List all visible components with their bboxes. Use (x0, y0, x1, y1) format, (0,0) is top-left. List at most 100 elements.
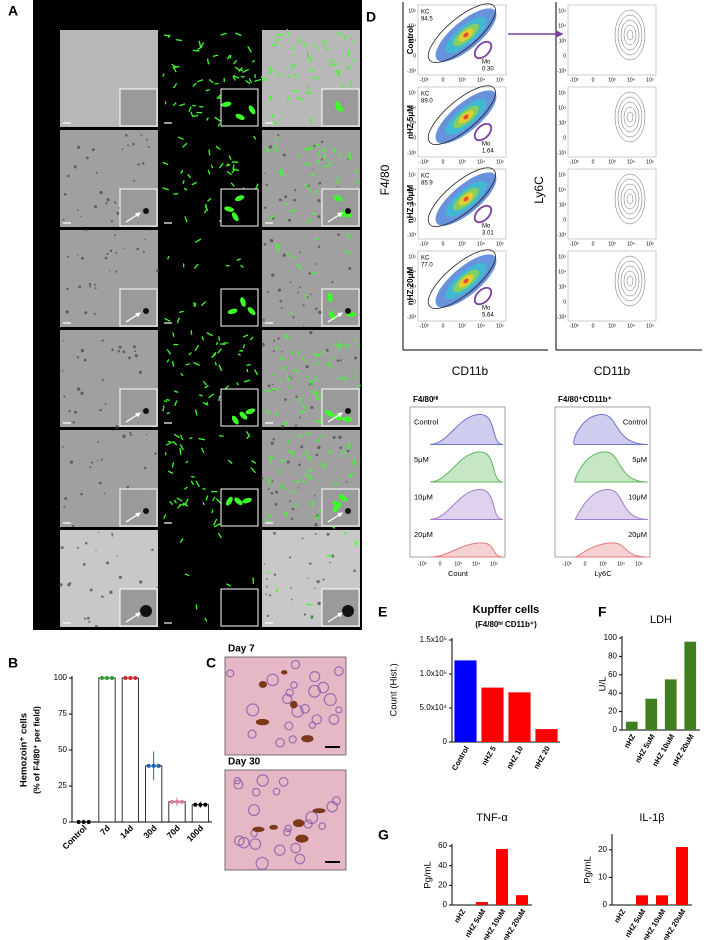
hemozoin-spot (277, 288, 282, 292)
hemozoin-spot (307, 577, 309, 579)
kupffer-cell (304, 183, 308, 187)
bar (508, 692, 531, 742)
kupffer-cell (275, 37, 280, 44)
hemozoin-spot (279, 299, 282, 303)
kupffer-cell (179, 443, 184, 451)
pigment (295, 834, 309, 843)
gate-value: 89.0 (421, 99, 433, 105)
hemozoin-spot (156, 586, 158, 588)
tick-label: 10⁴ (558, 105, 566, 111)
tick-label: -10³ (420, 159, 429, 165)
inset (119, 88, 158, 127)
data-point (86, 820, 91, 824)
kupffer-cell (187, 173, 191, 179)
data-point (76, 820, 81, 824)
histogram-title: F4/80ᴴⁱ (413, 394, 439, 404)
hemozoin-spot (265, 593, 268, 595)
kupffer-cell (337, 69, 340, 77)
kupffer-cell (245, 79, 251, 85)
tick-label: 10⁴ (558, 269, 566, 275)
kupffer-cell (262, 78, 268, 83)
kupffer-cell (235, 32, 242, 37)
contour (620, 101, 640, 133)
hemozoin-spot (305, 365, 309, 369)
hemozoin-spot (288, 375, 290, 377)
row-label: Control (40, 40, 51, 76)
hemozoin-spot (113, 234, 116, 237)
inset-hemozoin (345, 408, 351, 414)
tick-label: 10⁵ (408, 90, 416, 96)
inset-hemozoin (143, 308, 149, 314)
inset-cell (335, 101, 341, 112)
kupffer-cell (246, 435, 251, 440)
kupffer-cell (296, 263, 303, 270)
micrograph (60, 228, 160, 327)
kupffer-cell (226, 170, 232, 176)
kupffer-cell (164, 101, 167, 105)
hemozoin-spot (104, 256, 108, 260)
x-tick-label: 14d (118, 823, 135, 840)
hemozoin-spot (269, 239, 274, 243)
hemozoin-spot (273, 573, 277, 576)
kupffer-cell (276, 246, 281, 253)
tick-label: 10⁵ (635, 561, 643, 567)
nucleus (317, 681, 330, 694)
kupffer-cell (310, 390, 316, 394)
hemozoin-spot (264, 172, 266, 174)
kupffer-cell (204, 206, 209, 212)
hemozoin-spot (298, 463, 301, 466)
chart-title: LDH (650, 614, 672, 626)
bar (481, 687, 504, 742)
micrograph (161, 330, 259, 427)
hemozoin-spot (314, 494, 316, 497)
kupffer-cell (184, 498, 189, 505)
mo-gate (473, 122, 493, 142)
kupffer-cell (198, 394, 203, 397)
data-point (180, 799, 184, 804)
gate-label: KC (421, 92, 430, 98)
hemozoin-spot (93, 283, 96, 286)
kupffer-cell (232, 75, 236, 81)
kupffer-cell (193, 263, 199, 269)
kupffer-cell (216, 94, 221, 100)
kupffer-cell (179, 538, 184, 543)
hemozoin-spot (299, 416, 301, 419)
kupffer-cell (173, 390, 179, 394)
hemozoin-spot (86, 156, 89, 160)
hemozoin-spot (111, 348, 114, 352)
kupffer-cell (206, 117, 209, 121)
tick-label: 10⁵ (558, 90, 566, 96)
inset-hemozoin (342, 605, 354, 617)
hemozoin-spot (111, 532, 114, 535)
contour (617, 260, 643, 302)
hemozoin-spot (67, 174, 70, 178)
nucleus (309, 671, 321, 683)
hemozoin-spot (69, 460, 74, 464)
hemozoin-spot (104, 403, 107, 405)
kupffer-cell (164, 452, 167, 456)
data-point (151, 763, 156, 768)
bar (496, 848, 508, 905)
kupffer-cell (311, 500, 314, 508)
kupffer-cell (323, 154, 327, 162)
hemozoin-spot (112, 429, 114, 431)
tick-label: 0 (584, 561, 587, 567)
hemozoin-spot (62, 340, 64, 342)
hemozoin-spot (287, 218, 292, 222)
hemozoin-spot (272, 217, 275, 220)
kupffer-cell (307, 218, 312, 224)
tick-label: 10⁴ (472, 561, 480, 567)
x-tick-label: 100d (185, 823, 206, 844)
kupffer-cell (345, 64, 351, 71)
row-label: Control (406, 26, 415, 54)
tick-label: 10⁵ (646, 323, 654, 329)
mo-gate (473, 40, 493, 60)
inset-cell (235, 113, 245, 121)
micrograph (60, 429, 158, 528)
x-tick-label: 30d (141, 823, 158, 840)
hemozoin-spot (109, 249, 113, 253)
tick-label: 0 (442, 159, 445, 165)
kupffer-cell (176, 497, 183, 502)
row-label: 70d (40, 449, 51, 466)
hemozoin-spot (144, 238, 146, 241)
